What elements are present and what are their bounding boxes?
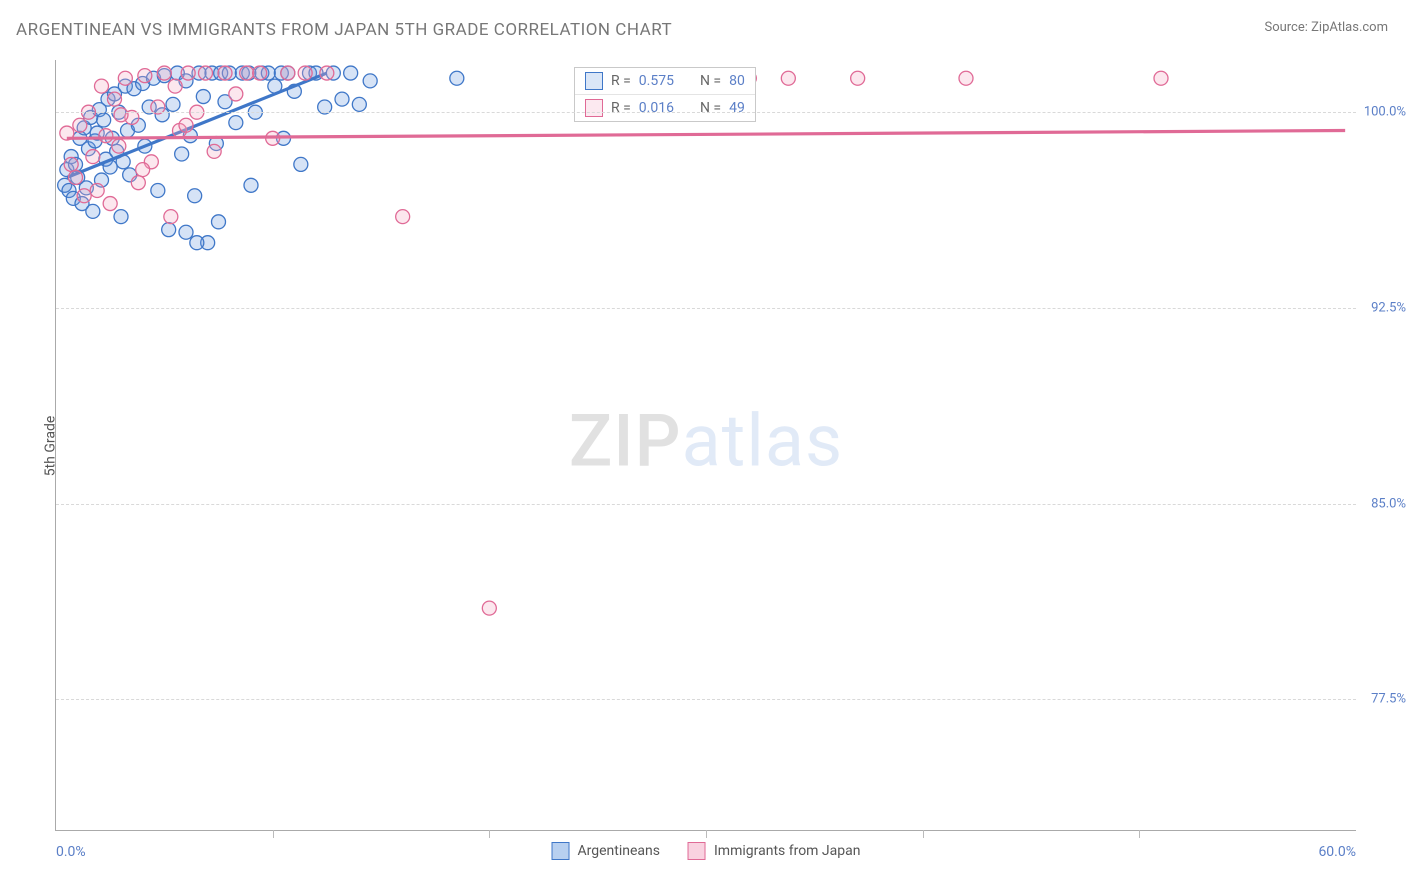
data-point [166, 97, 180, 111]
y-tick-label: 92.5% [1358, 300, 1406, 315]
data-point [151, 184, 165, 198]
data-point [229, 87, 243, 101]
data-point [450, 71, 464, 85]
legend-row: R = 0.575 N = 80 [575, 68, 755, 94]
data-point [212, 215, 226, 229]
data-point [851, 71, 865, 85]
data-point [207, 144, 221, 158]
x-tick [706, 830, 707, 838]
data-point [99, 129, 113, 143]
x-tick [923, 830, 924, 838]
data-point [157, 66, 171, 80]
data-point [335, 92, 349, 106]
data-point [168, 79, 182, 93]
y-tick-label: 100.0% [1358, 105, 1406, 120]
legend-swatch [585, 72, 603, 90]
legend-item: Argentineans [552, 842, 660, 860]
data-point [86, 150, 100, 164]
data-point [352, 97, 366, 111]
series-legend: Argentineans Immigrants from Japan [552, 842, 861, 860]
gridline [56, 504, 1356, 505]
data-point [482, 601, 496, 615]
legend-item: Immigrants from Japan [688, 842, 860, 860]
data-point [164, 210, 178, 224]
data-point [344, 66, 358, 80]
data-point [179, 225, 193, 239]
x-tick-label: 0.0% [56, 844, 86, 860]
correlation-legend: R = 0.575 N = 80 R = 0.016 N = 49 [574, 67, 756, 122]
data-point [136, 163, 150, 177]
data-point [188, 189, 202, 203]
data-point [196, 90, 210, 104]
data-point [114, 108, 128, 122]
data-point [114, 210, 128, 224]
data-point [162, 223, 176, 237]
x-tick [1139, 830, 1140, 838]
data-point [244, 178, 258, 192]
data-point [240, 66, 254, 80]
data-point [396, 210, 410, 224]
legend-row: R = 0.016 N = 49 [575, 94, 755, 121]
data-point [138, 69, 152, 83]
data-point [1154, 71, 1168, 85]
data-point [131, 176, 145, 190]
data-point [298, 66, 312, 80]
legend-swatch [688, 842, 706, 860]
x-tick-label: 60.0% [1318, 844, 1356, 860]
gridline [56, 308, 1356, 309]
data-point [95, 79, 109, 93]
gridline [56, 699, 1356, 700]
x-tick [489, 830, 490, 838]
data-point [959, 71, 973, 85]
legend-r-label: R = [611, 73, 631, 89]
data-point [190, 236, 204, 250]
data-point [108, 92, 122, 106]
legend-swatch [585, 99, 603, 117]
data-point [781, 71, 795, 85]
gridline [56, 112, 1356, 113]
legend-r-value: 0.575 [639, 73, 674, 89]
data-point [363, 74, 377, 88]
data-point [69, 170, 83, 184]
data-point [90, 184, 104, 198]
data-point [86, 204, 100, 218]
legend-r-label: R = [611, 100, 631, 116]
data-point [229, 116, 243, 130]
legend-n-value: 80 [729, 73, 745, 89]
legend-n-label: N = [700, 73, 721, 89]
data-point [181, 66, 195, 80]
data-point [281, 66, 295, 80]
data-point [175, 147, 189, 161]
source-attribution: Source: ZipAtlas.com [1264, 20, 1388, 35]
y-tick-label: 77.5% [1358, 692, 1406, 707]
data-point [97, 113, 111, 127]
legend-n-label: N = [700, 100, 721, 116]
data-point [218, 66, 232, 80]
trend-line [67, 130, 1345, 138]
legend-swatch [552, 842, 570, 860]
data-point [73, 118, 87, 132]
data-point [320, 66, 334, 80]
chart-title: ARGENTINEAN VS IMMIGRANTS FROM JAPAN 5TH… [16, 20, 672, 40]
data-point [179, 118, 193, 132]
scatter-svg [56, 60, 1356, 830]
data-point [112, 139, 126, 153]
legend-r-value: 0.016 [639, 100, 674, 116]
data-point [294, 157, 308, 171]
data-point [253, 66, 267, 80]
y-tick-label: 85.0% [1358, 496, 1406, 511]
plot-area: ZIPatlas R =0.575N =80R =0.016N =49 Arge… [55, 60, 1356, 831]
data-point [103, 197, 117, 211]
data-point [64, 157, 78, 171]
data-point [77, 189, 91, 203]
legend-label: Argentineans [578, 843, 660, 859]
legend-label: Immigrants from Japan [714, 843, 860, 859]
data-point [199, 66, 213, 80]
data-point [118, 71, 132, 85]
legend-n-value: 49 [729, 100, 745, 116]
x-tick [273, 830, 274, 838]
